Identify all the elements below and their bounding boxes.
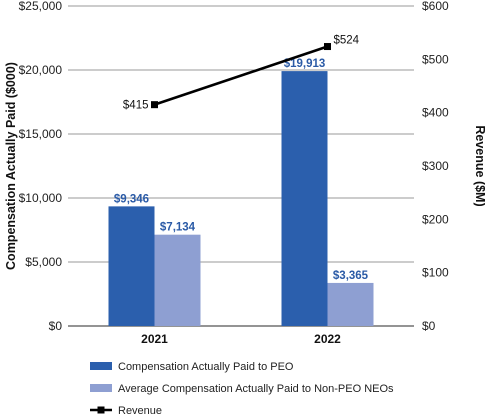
bar-data-label: $3,365 — [333, 270, 369, 282]
revenue-data-label: $415 — [123, 100, 149, 112]
bar-1-0 — [154, 234, 201, 326]
y2-tick-label: $200 — [422, 212, 449, 226]
y-tick-label: $10,000 — [19, 191, 63, 205]
y-tick-label: $25,000 — [19, 0, 63, 13]
revenue-point — [151, 101, 158, 109]
y-tick-label: $5,000 — [25, 255, 62, 269]
bar-0-0 — [108, 206, 155, 326]
legend-label: Revenue — [118, 405, 162, 415]
y-tick-label: $0 — [49, 319, 63, 333]
legend-label: Average Compensation Actually Paid to No… — [118, 383, 394, 395]
legend-swatch-marker — [97, 406, 105, 414]
bar-data-label: $19,913 — [284, 58, 326, 70]
x-tick-label: 2021 — [141, 332, 168, 346]
bar-1-1 — [327, 282, 374, 326]
legend-swatch — [90, 362, 112, 370]
revenue-data-label: $524 — [334, 35, 360, 47]
x-tick-label: 2022 — [314, 332, 341, 346]
y-tick-label: $15,000 — [19, 127, 63, 141]
revenue-point — [324, 43, 331, 51]
legend-label: Compensation Actually Paid to PEO — [118, 361, 294, 373]
bar-data-label: $9,346 — [114, 193, 149, 205]
y-tick-label: $20,000 — [19, 63, 63, 77]
y2-axis-title: Revenue ($M) — [473, 125, 485, 206]
y2-tick-label: $0 — [422, 319, 436, 333]
y2-tick-label: $100 — [422, 266, 449, 280]
bar-0-1 — [281, 71, 328, 326]
y2-tick-label: $300 — [422, 159, 449, 173]
y2-tick-label: $600 — [422, 0, 449, 13]
y2-tick-label: $400 — [422, 106, 449, 120]
y-axis-title: Compensation Actually Paid ($000) — [4, 62, 18, 270]
legend-swatch — [90, 384, 112, 392]
revenue-line — [154, 45, 328, 106]
y2-tick-label: $500 — [422, 52, 449, 66]
bar-data-label: $7,134 — [160, 222, 196, 234]
